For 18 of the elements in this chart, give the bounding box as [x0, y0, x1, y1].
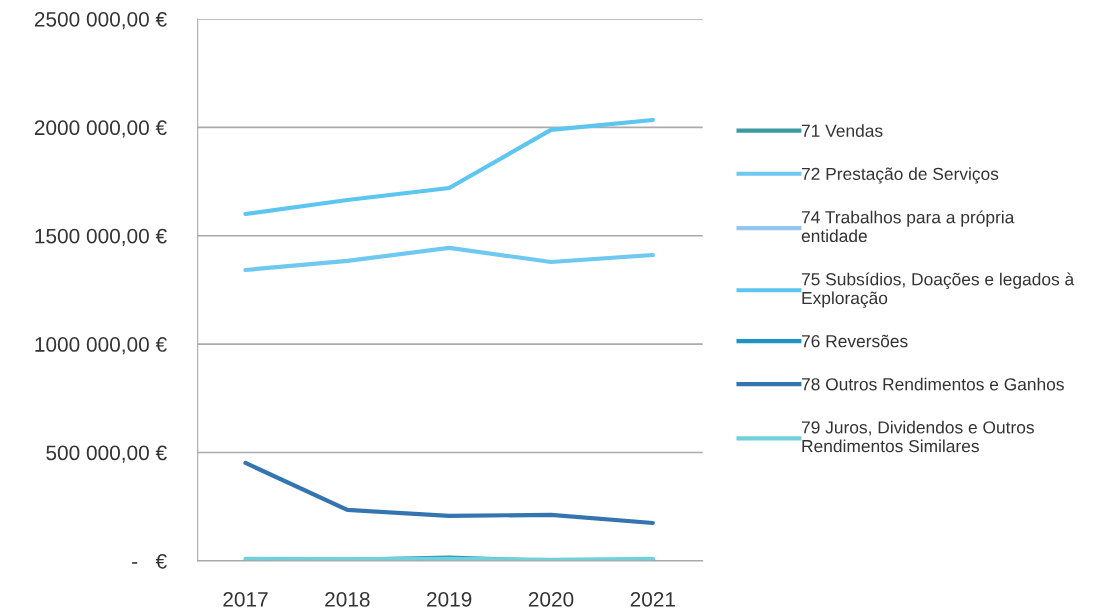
- x-tick-label: 2017: [223, 592, 268, 607]
- legend-label: 76 Reversões: [801, 334, 908, 348]
- legend-label: 72 Prestação de Serviços: [801, 167, 999, 184]
- legend-label: 71 Vendas: [801, 124, 883, 137]
- legend-label: 74 Trabalhos para a própria entidade: [801, 210, 1015, 243]
- legend-label: 78 Outros Rendimentos e Ganhos: [801, 377, 1064, 391]
- y-tick-label: 2000 000,00 €: [34, 120, 167, 138]
- y-tick-label: 1500 000,00 €: [35, 228, 167, 246]
- y-tick-label: 2500 000,00 €: [34, 11, 167, 30]
- x-tick-label: 2021: [630, 592, 675, 607]
- legend-label: 79 Juros, Dividendos e Outros Rendimentos Similares: [801, 420, 1034, 453]
- legend-label: 75 Subsídios, Doações e legados à Exploração: [801, 272, 1075, 308]
- x-tick-label: 2019: [427, 592, 472, 607]
- x-tick-label: 2020: [528, 592, 574, 607]
- x-tick-label: 2018: [325, 592, 370, 607]
- y-tick-label: - €: [132, 553, 167, 569]
- y-tick-label: 1000 000,00 €: [35, 337, 167, 355]
- y-tick-label: 500 000,00 €: [46, 445, 167, 463]
